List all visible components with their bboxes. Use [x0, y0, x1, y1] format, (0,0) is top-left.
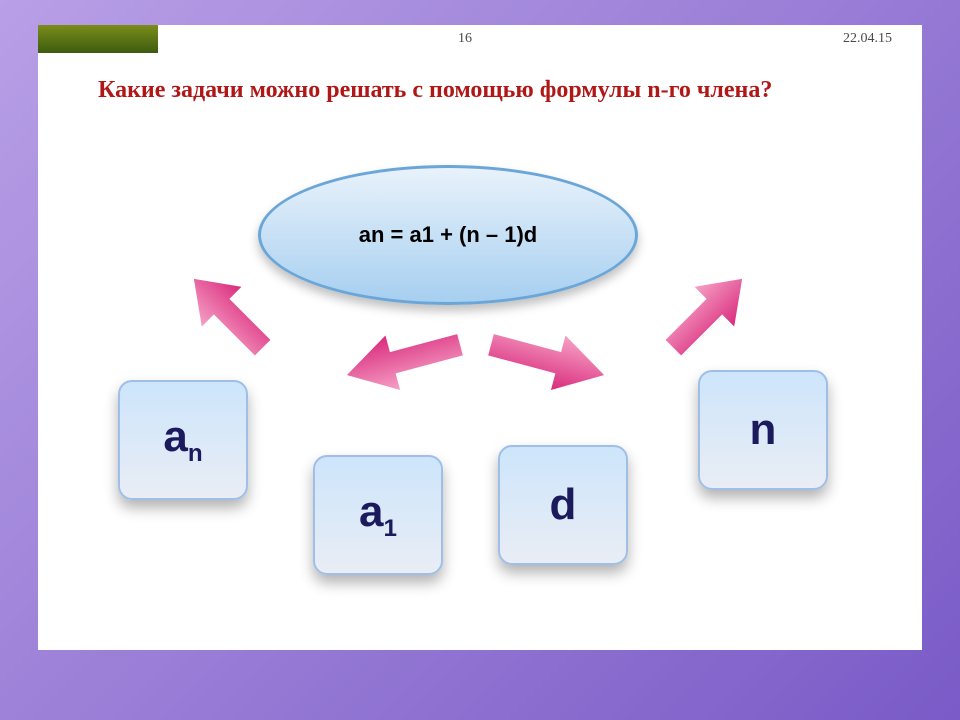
slide-inner: 16 22.04.15 Какие задачи можно решать с … — [38, 25, 922, 650]
result-box-label: d — [550, 480, 577, 530]
result-box-label: an — [163, 412, 202, 468]
slide-date: 22.04.15 — [843, 31, 892, 47]
arrow-2 — [337, 315, 468, 404]
formula-ellipse: an = a1 + (n – 1)d — [258, 165, 638, 305]
result-box-1: an — [118, 380, 248, 500]
result-box-label: n — [750, 405, 777, 455]
header-bar: 16 22.04.15 — [338, 31, 902, 53]
slide-outer: 16 22.04.15 Какие задачи можно решать с … — [0, 0, 960, 720]
formula-text: an = a1 + (n – 1)d — [359, 222, 538, 248]
arrow-1 — [171, 256, 284, 369]
diagram-area: an = a1 + (n – 1)d an a1 d n — [38, 165, 922, 595]
arrow-4 — [651, 256, 764, 369]
slide-title: Какие задачи можно решать с помощью форм… — [98, 75, 818, 106]
result-box-label: a1 — [359, 487, 397, 543]
result-box-3: d — [498, 445, 628, 565]
result-box-2: a1 — [313, 455, 443, 575]
corner-accent — [38, 25, 158, 53]
result-box-4: n — [698, 370, 828, 490]
arrow-3 — [482, 315, 613, 404]
page-number: 16 — [458, 31, 472, 47]
